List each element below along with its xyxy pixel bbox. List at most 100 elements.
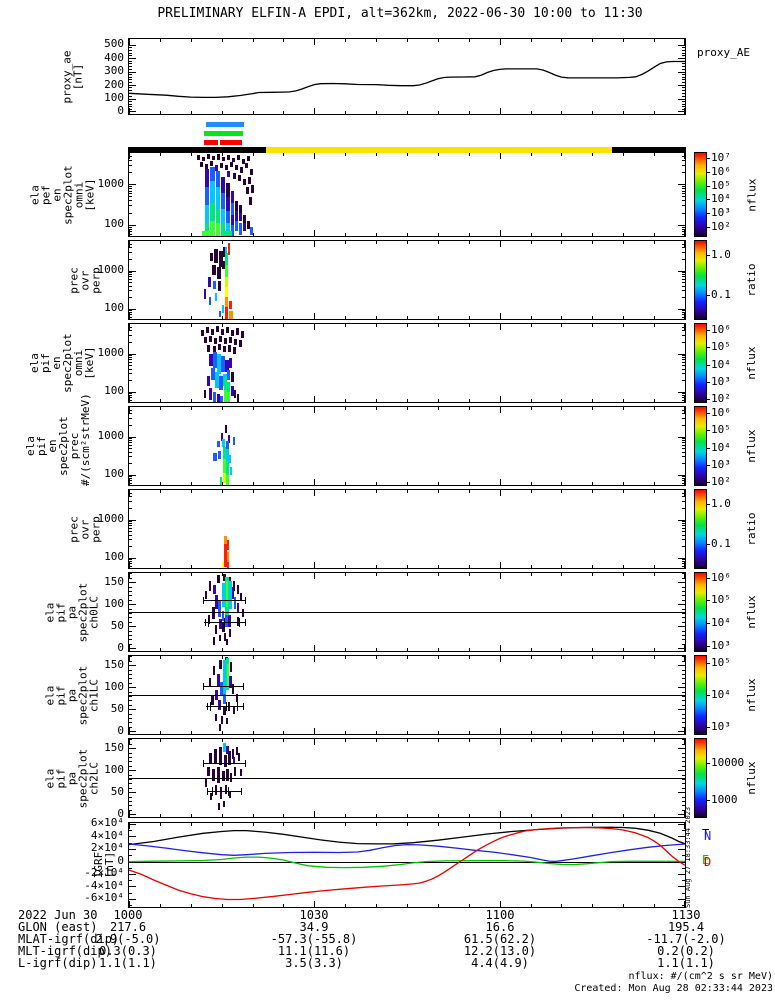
tick-mark — [129, 626, 136, 628]
tick-mark — [623, 153, 624, 156]
zero-line — [129, 862, 685, 863]
spec-mark — [205, 223, 209, 236]
tick-mark — [129, 106, 132, 108]
tick-mark — [500, 479, 501, 485]
tick-mark — [531, 153, 532, 156]
tick-mark — [561, 399, 562, 402]
tick-mark — [129, 335, 132, 337]
tick-mark — [438, 241, 439, 244]
tick-mark — [684, 230, 685, 236]
tick-mark — [129, 186, 132, 188]
spec-mark — [227, 370, 230, 380]
tick-mark — [129, 814, 136, 816]
tick-mark — [654, 233, 655, 236]
spec-mark — [210, 203, 215, 221]
tick-mark — [561, 823, 562, 826]
colorbar-tick-label: 10⁴ — [711, 688, 731, 701]
tick-mark — [469, 316, 470, 319]
tick-mark — [129, 613, 132, 615]
tick-mark — [129, 108, 130, 114]
tick-mark — [129, 704, 132, 706]
tick-mark — [376, 573, 377, 576]
tick-mark — [678, 270, 685, 272]
tick-mark — [129, 82, 132, 84]
tick-mark — [684, 811, 685, 817]
tick-mark — [623, 490, 624, 493]
tick-mark — [682, 188, 685, 190]
spec-mark — [209, 753, 212, 763]
tick-mark — [682, 171, 685, 173]
spec-mark — [227, 171, 230, 177]
bottom-cell: 4.4(4.9) — [471, 956, 529, 970]
tick-mark — [561, 656, 562, 659]
tick-mark — [407, 399, 408, 402]
spec-mark — [229, 358, 232, 368]
tick-mark — [129, 728, 130, 734]
spec-mark — [237, 155, 240, 160]
tick-mark — [623, 731, 624, 734]
tick-mark — [129, 308, 136, 310]
tick-mark — [222, 731, 223, 734]
tick-mark — [682, 867, 685, 869]
tick-mark — [623, 904, 624, 907]
tick-mark — [682, 108, 685, 110]
tick-mark — [129, 739, 130, 745]
losscone-cross — [220, 622, 229, 623]
tick-mark — [129, 226, 132, 228]
spec-mark — [232, 158, 235, 162]
ytick-label-p10: 6×10⁴ — [90, 816, 124, 830]
spec-mark — [205, 187, 209, 205]
tick-mark — [623, 739, 624, 742]
tick-mark — [682, 47, 685, 49]
tick-mark — [678, 709, 685, 711]
colorbar-tick-label: 10³ — [711, 458, 731, 471]
spec-mark — [221, 433, 223, 441]
ytick-label-p8: 150 — [104, 657, 124, 671]
spec-mark — [240, 167, 243, 173]
spec-mark — [230, 467, 232, 475]
ytick-label-p2: 1000 — [97, 176, 125, 190]
ytick-label-p2: 100 — [104, 217, 124, 231]
tick-mark — [129, 743, 132, 745]
tick-mark — [654, 241, 655, 244]
tick-mark — [654, 153, 655, 156]
tick-mark — [129, 224, 136, 226]
panel-p5 — [128, 406, 686, 486]
colorbar-tick-label: 10⁴ — [711, 441, 731, 454]
spec-mark — [236, 328, 239, 335]
tick-mark — [561, 39, 562, 42]
tick-mark — [654, 814, 655, 817]
spec-mark — [250, 169, 253, 175]
tick-mark — [678, 85, 685, 86]
spec-mark — [201, 330, 204, 336]
curve-proxy — [129, 60, 685, 99]
tick-mark — [283, 814, 284, 817]
tick-mark — [160, 731, 161, 734]
spec-mark — [225, 297, 228, 307]
tick-mark — [682, 317, 685, 319]
spec-mark — [209, 297, 211, 305]
colorbar-p6 — [694, 489, 707, 569]
spec-mark — [212, 156, 215, 160]
pitch-90-line — [129, 612, 685, 613]
colorbar-unit-p2: nflux — [745, 177, 758, 212]
tick-mark — [678, 770, 685, 772]
tick-mark — [438, 399, 439, 402]
spec-mark — [208, 615, 210, 624]
colorbar-tick — [707, 578, 710, 579]
spec-mark — [207, 345, 210, 352]
tick-mark — [682, 290, 685, 292]
tick-mark — [129, 621, 132, 623]
tick-mark — [129, 276, 132, 278]
tick-mark — [283, 739, 284, 742]
tick-mark — [592, 823, 593, 826]
spec-mark — [229, 676, 232, 688]
tick-mark — [531, 233, 532, 236]
tick-mark — [253, 823, 254, 826]
tick-mark — [469, 565, 470, 568]
tick-mark — [678, 792, 685, 794]
spec-mark — [218, 281, 221, 291]
tick-mark — [314, 573, 315, 579]
spec-mark — [221, 223, 225, 236]
tick-mark — [129, 451, 132, 453]
